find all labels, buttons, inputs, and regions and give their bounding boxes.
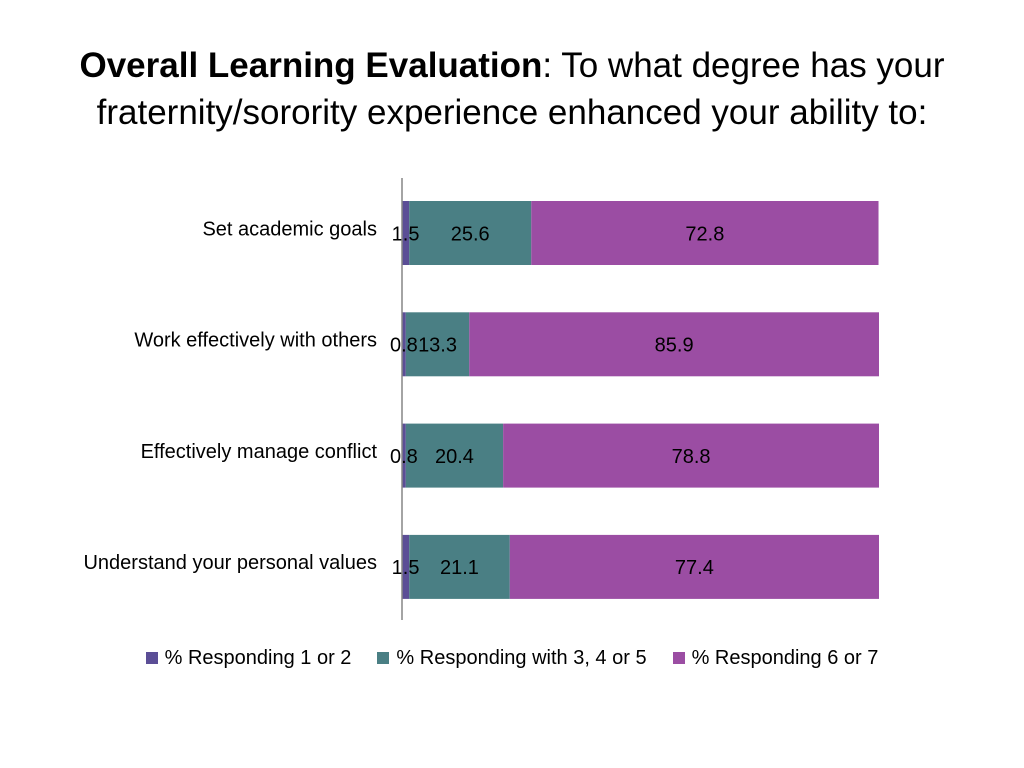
chart-title: Overall Learning Evaluation: To what deg… [0,42,1024,136]
data-label: 78.8 [672,446,711,468]
category-label: Understand your personal values [83,552,377,574]
data-label: 0.8 [390,446,418,468]
bar-segment [405,423,504,488]
legend-swatch [377,652,390,664]
data-label: 72.8 [685,223,724,245]
data-label: 25.6 [451,223,490,245]
legend-swatch [672,652,685,664]
legend-label: % Responding with 3, 4 or 5 [396,647,647,669]
data-label: 21.1 [440,557,479,579]
legend-swatch [145,652,158,664]
legend-label: % Responding 1 or 2 [164,647,352,669]
chart-legend: % Responding 1 or 2 % Responding with 3, … [0,644,1024,672]
data-label: 1.5 [392,557,420,579]
data-label: 77.4 [675,557,714,579]
category-label: Set academic goals [202,218,377,240]
data-label: 1.5 [392,223,420,245]
legend-label: % Responding 6 or 7 [691,647,879,669]
data-label: 13.3 [418,335,457,357]
category-label: Effectively manage conflict [141,441,378,463]
chart-title-rest: : To what degree has your fraternity/sor… [96,46,945,132]
category-label: Work effectively with others [134,330,377,352]
legend-item: % Responding 6 or 7 [672,644,879,672]
bar-segment [503,423,879,488]
bar-segment [469,312,879,377]
bar-segment [509,534,879,599]
chart-title-bold: Overall Learning Evaluation [79,46,543,85]
bar-segment [402,534,410,599]
legend-item: % Responding with 3, 4 or 5 [377,644,647,672]
bar-segment [402,201,410,265]
legend-item: % Responding 1 or 2 [145,644,352,672]
bar-segment [402,312,406,377]
data-label: 0.8 [390,335,418,357]
bar-segment [409,201,532,265]
bar-segment [409,534,510,599]
data-label: 85.9 [655,335,694,357]
bar-segment [405,312,470,377]
bar-segment [402,423,406,488]
stacked-bar-chart: Set academic goals 1.5 25.6 72.8 Work effect… [83,178,879,620]
bar-segment [531,201,879,265]
data-label: 20.4 [435,446,474,468]
